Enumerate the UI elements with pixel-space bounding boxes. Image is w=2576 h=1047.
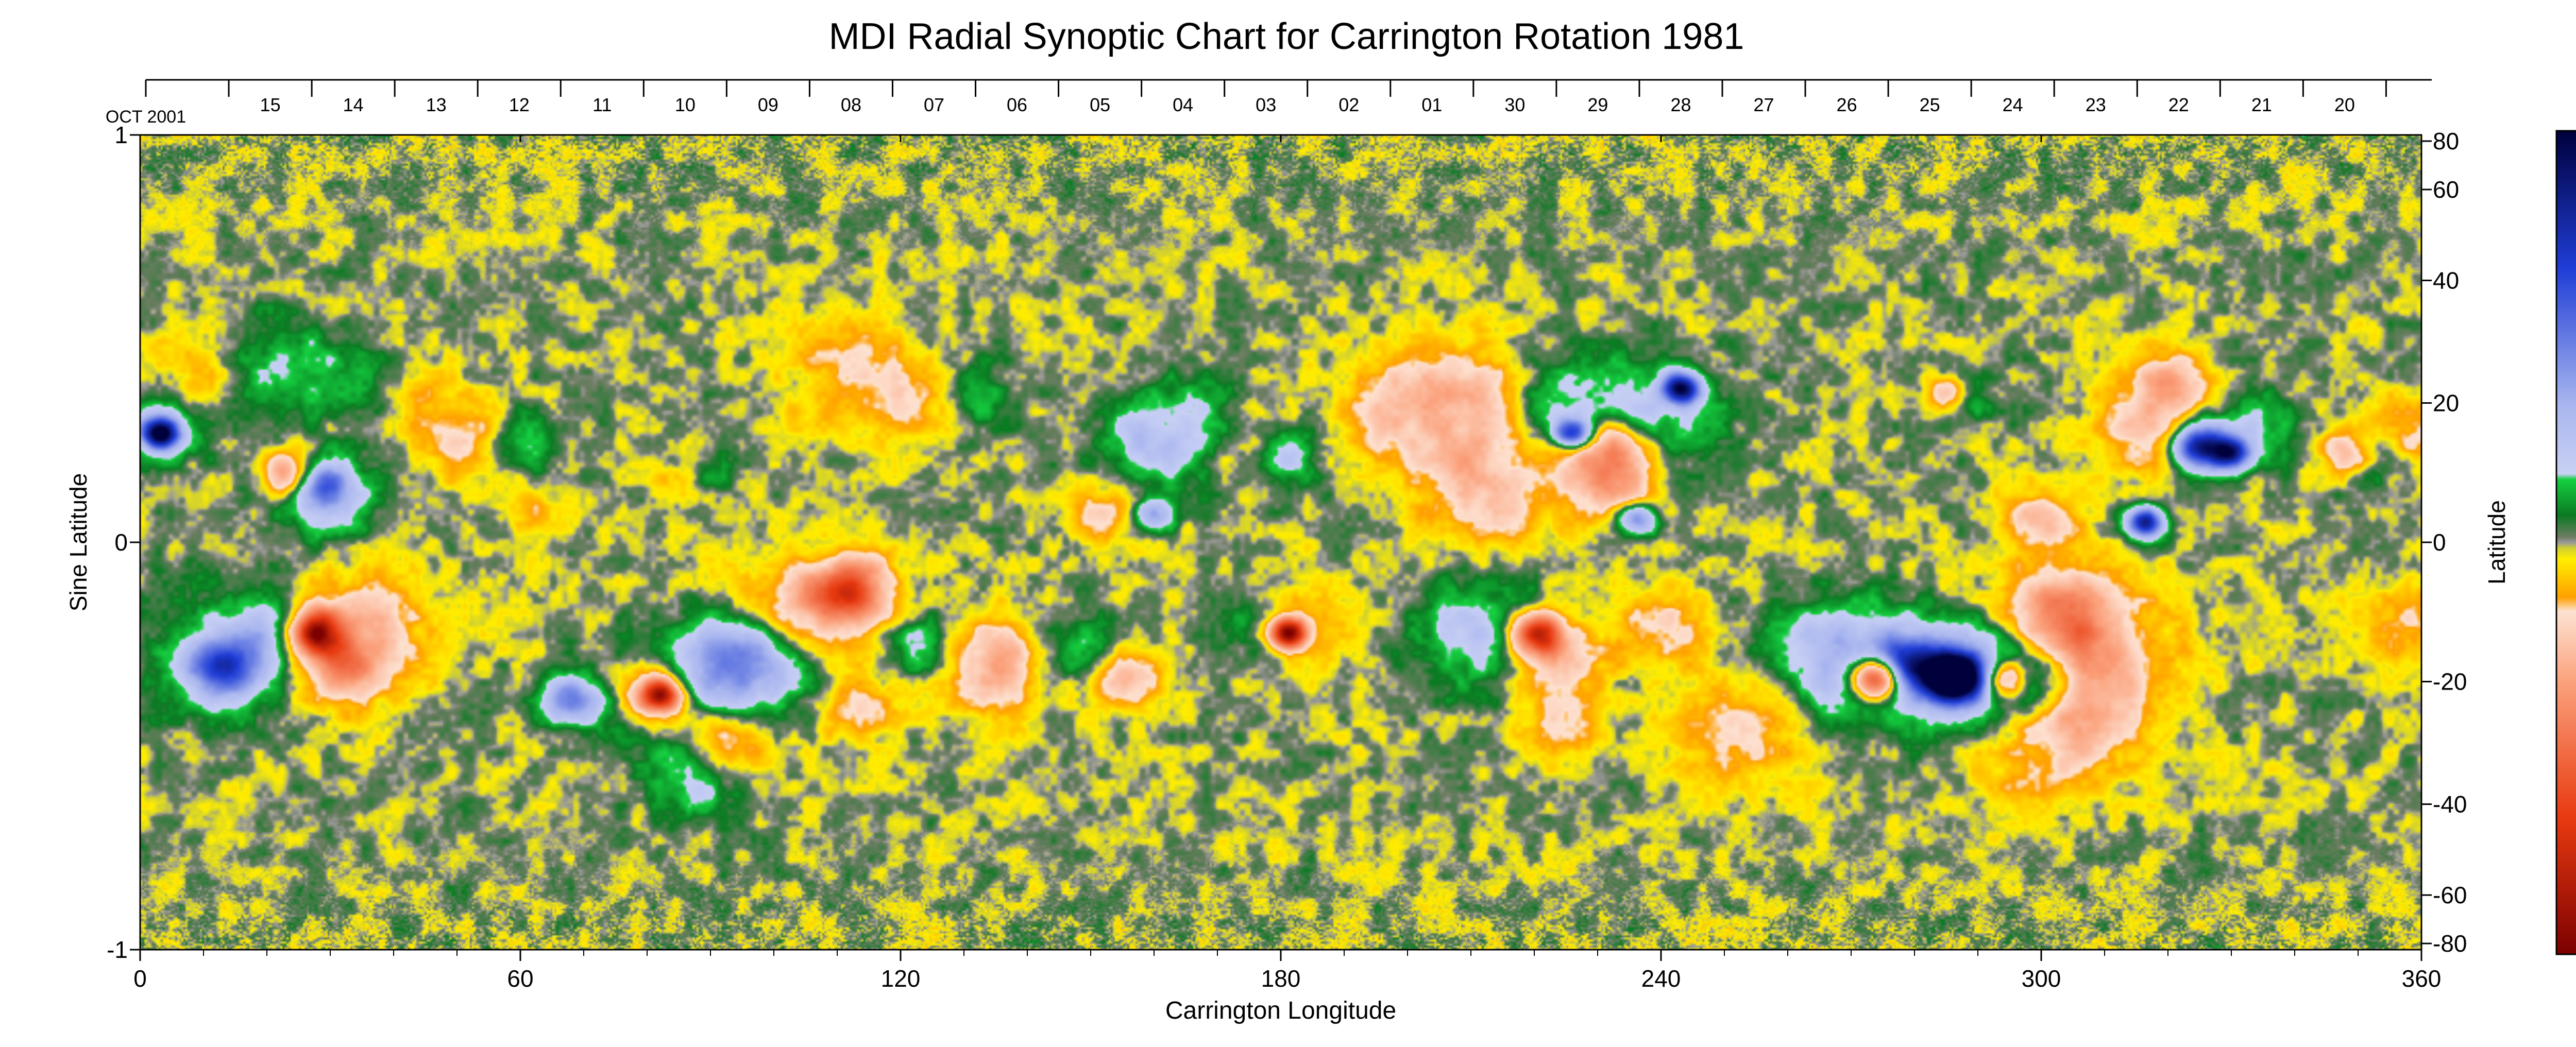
magnetogram-heatmap (140, 135, 2421, 950)
x-tick-label: 0 (133, 965, 147, 992)
date-label: 29 (1587, 94, 1608, 115)
date-axis: 15 14 13 12 11 10 09 08 07 06 05 04 03 02 01 30 29 28 27 26… (106, 79, 2432, 127)
date-label: 30 (1504, 94, 1525, 115)
date-label: 05 (1090, 94, 1110, 115)
date-ticks (145, 80, 2387, 97)
right-y-tick-label: 40 (2433, 267, 2459, 294)
date-label: 07 (924, 94, 944, 115)
date-label: 14 (343, 94, 364, 115)
left-y-tick-label: 0 (114, 529, 128, 556)
date-label: 06 (1007, 94, 1027, 115)
date-label: 01 (1421, 94, 1442, 115)
date-label: 02 (1338, 94, 1359, 115)
x-tick-label: 360 (2402, 965, 2442, 992)
date-label: 22 (2168, 94, 2189, 115)
right-y-tick-label: -40 (2433, 791, 2467, 817)
left-y-axis-label: Sine Latitude (65, 473, 92, 612)
x-axis: 0 60 120 180 240 300 360 (133, 135, 2441, 992)
right-y-axis: 80 60 40 20 0 -20 -40 -60 -80 (2421, 128, 2467, 957)
date-label: 12 (509, 94, 530, 115)
colorbar: 150010005000-500-1000-1500 (2555, 130, 2576, 955)
x-tick-label: 240 (1641, 965, 1681, 992)
right-y-tick-label: 60 (2433, 176, 2459, 203)
x-tick-label: 300 (2022, 965, 2061, 992)
x-tick-label: 120 (881, 965, 921, 992)
date-label: 26 (1837, 94, 1857, 115)
date-label: 13 (426, 94, 447, 115)
left-y-tick-label: -1 (107, 936, 128, 963)
date-label: 08 (841, 94, 861, 115)
date-label: 27 (1754, 94, 1774, 115)
date-label: 25 (1920, 94, 1940, 115)
date-label: 24 (2003, 94, 2023, 115)
chart-title: MDI Radial Synoptic Chart for Carrington… (829, 16, 1744, 57)
left-y-tick-label: 1 (114, 122, 128, 148)
date-label: 20 (2334, 94, 2355, 115)
right-y-tick-label: 20 (2433, 389, 2459, 416)
right-y-tick-label: -20 (2433, 668, 2467, 695)
date-label: 10 (675, 94, 696, 115)
x-axis-label: Carrington Longitude (1165, 997, 1396, 1024)
date-label: 21 (2251, 94, 2272, 115)
plot-area (139, 134, 2422, 951)
left-y-axis: -1 0 1 (107, 122, 140, 963)
date-label: 28 (1670, 94, 1691, 115)
right-y-tick-label: 0 (2433, 529, 2446, 556)
date-labels: 15 14 13 12 11 10 09 08 07 06 05 04 03 02 01 30 29 28 27 26… (260, 94, 2355, 115)
x-tick-label: 60 (507, 965, 533, 992)
date-label: 09 (758, 94, 778, 115)
right-y-tick-label: -60 (2433, 882, 2467, 908)
right-y-tick-label: -80 (2433, 930, 2467, 957)
x-tick-label: 180 (1261, 965, 1301, 992)
colorbar-bar (2555, 130, 2576, 955)
date-label: 04 (1173, 94, 1193, 115)
right-y-tick-label: 80 (2433, 128, 2459, 155)
date-start-label: OCT 2001 (106, 107, 186, 127)
right-y-axis-label: Latitude (2483, 500, 2510, 585)
date-label: 23 (2086, 94, 2106, 115)
date-label: 03 (1256, 94, 1276, 115)
date-label: 15 (260, 94, 281, 115)
date-label: 11 (592, 94, 612, 115)
